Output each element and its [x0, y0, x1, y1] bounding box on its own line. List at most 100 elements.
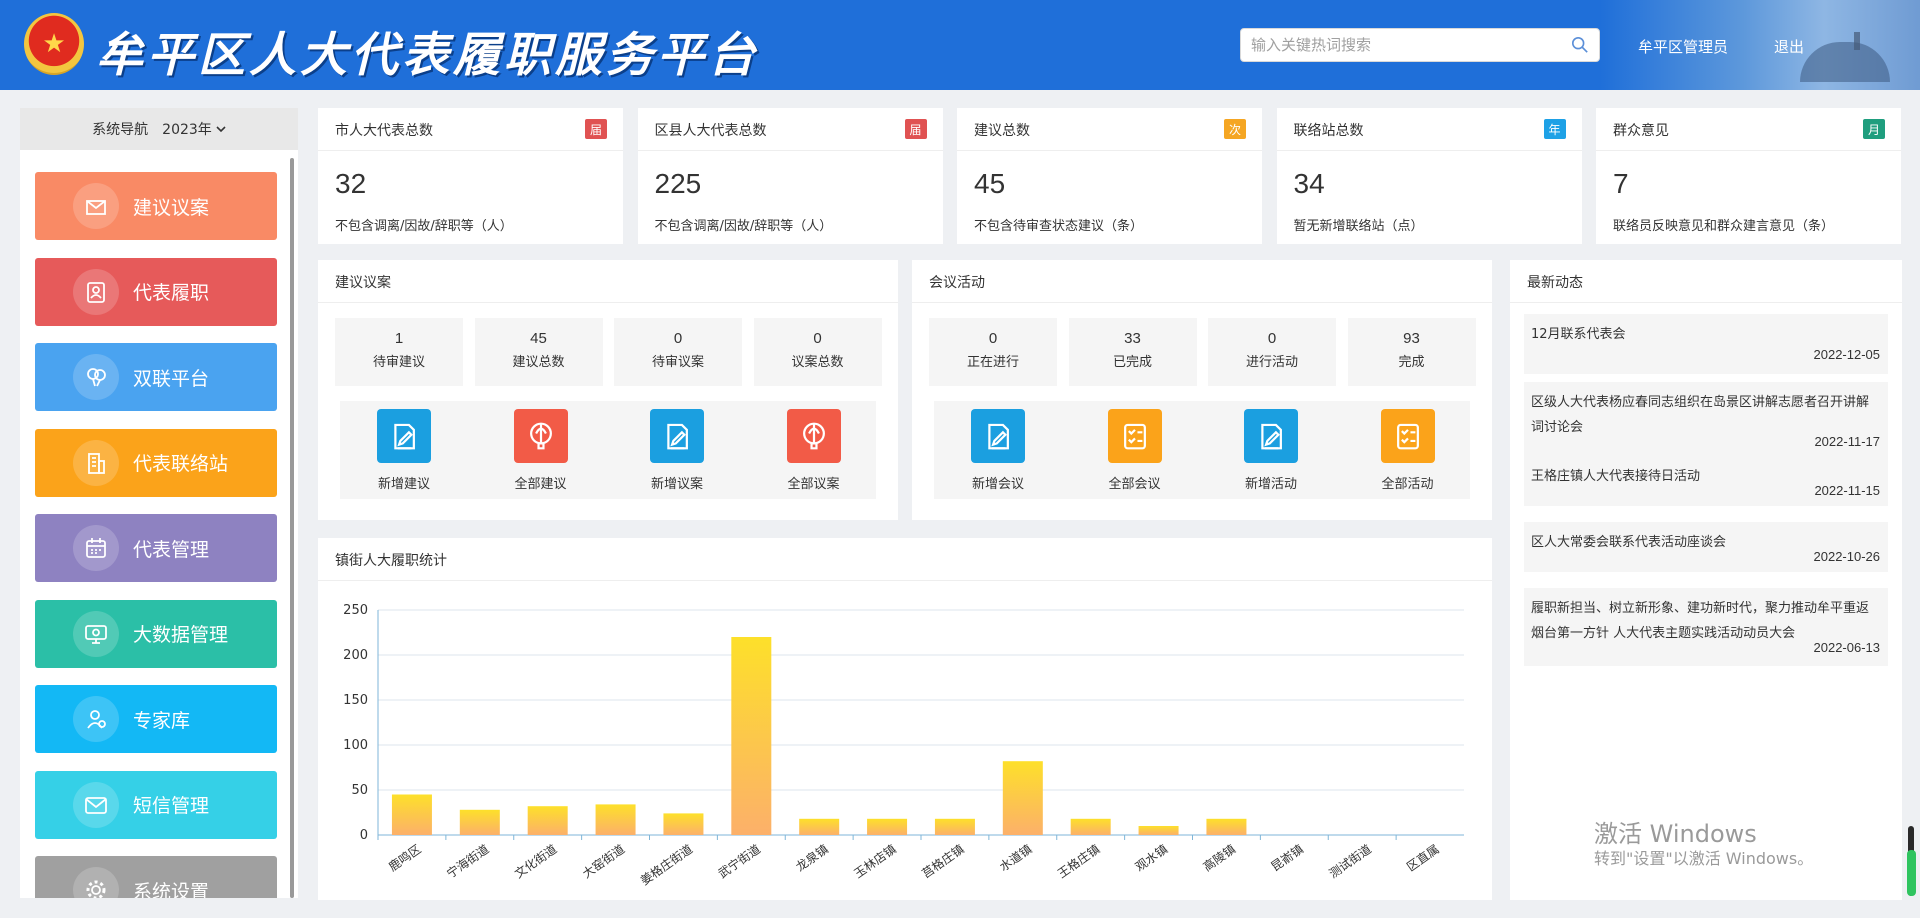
stat-description: 暂无新增联络站（点） [1293, 219, 1424, 234]
x-tick-label: 王格庄镇 [1054, 841, 1102, 881]
action-button[interactable]: 全部会议 [1085, 409, 1185, 492]
bar[interactable] [1206, 818, 1247, 835]
x-tick-label: 高陵镇 [1200, 841, 1238, 874]
x-tick-label: 武宁街道 [715, 841, 763, 881]
current-user[interactable]: 牟平区管理员 [1638, 38, 1729, 56]
x-tick-label: 文化街道 [511, 841, 559, 881]
sidebar-item-3[interactable]: 代表联络站 [35, 428, 277, 497]
mini-stat[interactable]: 0 进行活动 [1208, 318, 1336, 386]
bar[interactable] [1070, 818, 1111, 835]
action-icon [377, 409, 431, 463]
mini-stat-label: 已完成 [1112, 355, 1152, 370]
envelope-icon [86, 200, 106, 215]
mini-stat[interactable]: 45 建议总数 [474, 318, 603, 386]
news-panel: 最新动态 12月联系代表会 2022-12-05 区级人大代表杨应春同志组织在岛景… [1510, 260, 1902, 900]
action-label: 新增会议 [971, 477, 1024, 492]
proposals-panel: 建议议案 1 待审建议 45 建议总数 0 待审议案 0 议案总数 新增建议 全部建议… [318, 260, 898, 520]
news-item[interactable]: 区级人大代表杨应春同志组织在岛景区讲解志愿者召开讲解词讨论会 2022-11-1… [1524, 382, 1888, 460]
mini-stat[interactable]: 0 待审议案 [614, 318, 742, 386]
y-tick-label: 200 [343, 648, 368, 663]
bar[interactable] [595, 804, 636, 835]
calendar-icon [86, 538, 106, 558]
document-pen-icon [667, 423, 688, 450]
mini-stat-value: 0 [988, 330, 998, 347]
mini-stat[interactable]: 33 已完成 [1068, 318, 1197, 386]
user-group-icon [87, 710, 106, 729]
news-item[interactable]: 12月联系代表会 2022-12-05 [1524, 314, 1888, 374]
mini-stat[interactable]: 1 待审建议 [335, 318, 463, 386]
action-button[interactable]: 全部活动 [1358, 409, 1458, 492]
user-group-icon-wrap [73, 696, 119, 742]
stat-card[interactable]: 市人大代表总数 届 32 不包含调离/因故/辞职等（人） [318, 108, 623, 244]
mini-stat-value: 0 [673, 330, 683, 347]
news-item[interactable]: 履职新担当、树立新形象、建功新时代，聚力推动牟平重返烟台第一方针 人大代表主题实… [1524, 588, 1888, 666]
x-tick-label: 鹿鸣区 [386, 841, 424, 874]
news-item[interactable]: 王格庄镇人大代表接待日活动 2022-11-15 [1524, 456, 1888, 506]
document-pen-icon [394, 423, 415, 450]
mini-stat-value: 33 [1124, 330, 1141, 347]
mini-stat-label: 进行活动 [1245, 355, 1298, 370]
proposal-actions: 新增建议 全部建议 新增议案 全部议案 [340, 401, 876, 499]
bar[interactable] [527, 806, 568, 835]
bar[interactable] [1002, 761, 1043, 835]
island-silhouette [1800, 42, 1890, 82]
bar[interactable] [391, 794, 432, 836]
mini-stat[interactable]: 0 正在进行 [929, 318, 1057, 386]
action-label: 全部会议 [1108, 477, 1161, 492]
stat-title: 区县人大代表总数 [654, 123, 767, 139]
sidebar-item-label: 代表联络站 [133, 453, 229, 475]
search-box[interactable] [1240, 28, 1600, 62]
action-button[interactable]: 新增会议 [948, 409, 1048, 492]
bar[interactable] [1138, 826, 1179, 835]
sidebar-item-0[interactable]: 建议议案 [35, 172, 277, 240]
sidebar-scrollbar[interactable] [290, 158, 294, 898]
sidebar-item-7[interactable]: 短信管理 [35, 770, 277, 839]
logout-link[interactable]: 退出 [1774, 38, 1805, 56]
sidebar-item-6[interactable]: 专家库 [35, 685, 277, 753]
stat-card[interactable]: 群众意见 月 7 联络员反映意见和群众建言意见（条） [1596, 108, 1901, 244]
action-button[interactable]: 新增议案 [627, 409, 727, 492]
stat-title: 群众意见 [1613, 123, 1669, 139]
mini-stat-label: 建议总数 [512, 355, 565, 370]
action-button[interactable]: 新增活动 [1221, 409, 1321, 492]
bar[interactable] [799, 818, 840, 835]
action-button[interactable]: 全部建议 [491, 409, 591, 492]
mini-stat[interactable]: 0 议案总数 [753, 318, 882, 386]
mini-stat-value: 93 [1403, 330, 1420, 347]
checklist-icon [1123, 423, 1146, 450]
action-button[interactable]: 全部议案 [764, 409, 864, 492]
stat-card[interactable]: 联络站总数 年 34 暂无新增联络站（点） [1276, 108, 1582, 244]
windows-activation-hint: 转到"设置"以激活 Windows。 [1594, 849, 1814, 868]
bar[interactable] [867, 818, 908, 835]
mini-stat-label: 待审建议 [372, 355, 425, 370]
bar[interactable] [731, 637, 772, 835]
sidebar-item-label: 双联平台 [133, 367, 210, 390]
news-item[interactable]: 区人大常委会联系代表活动座谈会 2022-10-26 [1524, 522, 1888, 572]
sidebar-item-1[interactable]: 代表履职 [35, 257, 277, 326]
tower-silhouette [1854, 32, 1860, 50]
stat-card[interactable]: 建议总数 次 45 不包含待审查状态建议（条） [957, 108, 1262, 244]
header-scenery-decoration [1600, 0, 1920, 90]
bar[interactable] [459, 809, 500, 835]
search-input[interactable] [1241, 29, 1561, 61]
envelope-icon-wrap [73, 183, 119, 229]
sidebar-item-8[interactable]: 系统设置 [35, 856, 277, 898]
divider [637, 150, 943, 151]
sidebar-item-5[interactable]: 大数据管理 [35, 599, 277, 668]
bar[interactable] [934, 818, 975, 835]
bar[interactable] [663, 813, 704, 835]
sidebar-item-4[interactable]: 代表管理 [35, 514, 277, 582]
page-scrollbar-thumb[interactable] [1907, 850, 1916, 896]
divider [1510, 302, 1902, 303]
action-button[interactable]: 新增建议 [354, 409, 454, 492]
sidebar-item-2[interactable]: 双联平台 [35, 343, 277, 411]
search-icon[interactable] [1571, 36, 1589, 54]
x-tick-label: 观水镇 [1133, 842, 1171, 874]
action-label: 新增建议 [377, 477, 430, 492]
stat-card[interactable]: 区县人大代表总数 届 225 不包含调离/因故/辞职等（人） [637, 108, 943, 244]
person-card-icon [87, 281, 105, 303]
stat-badge: 月 [1863, 119, 1885, 139]
mini-stat[interactable]: 93 完成 [1347, 318, 1476, 386]
year-select[interactable]: 2023年 [162, 119, 226, 139]
nav-label: 系统导航 [92, 122, 149, 138]
